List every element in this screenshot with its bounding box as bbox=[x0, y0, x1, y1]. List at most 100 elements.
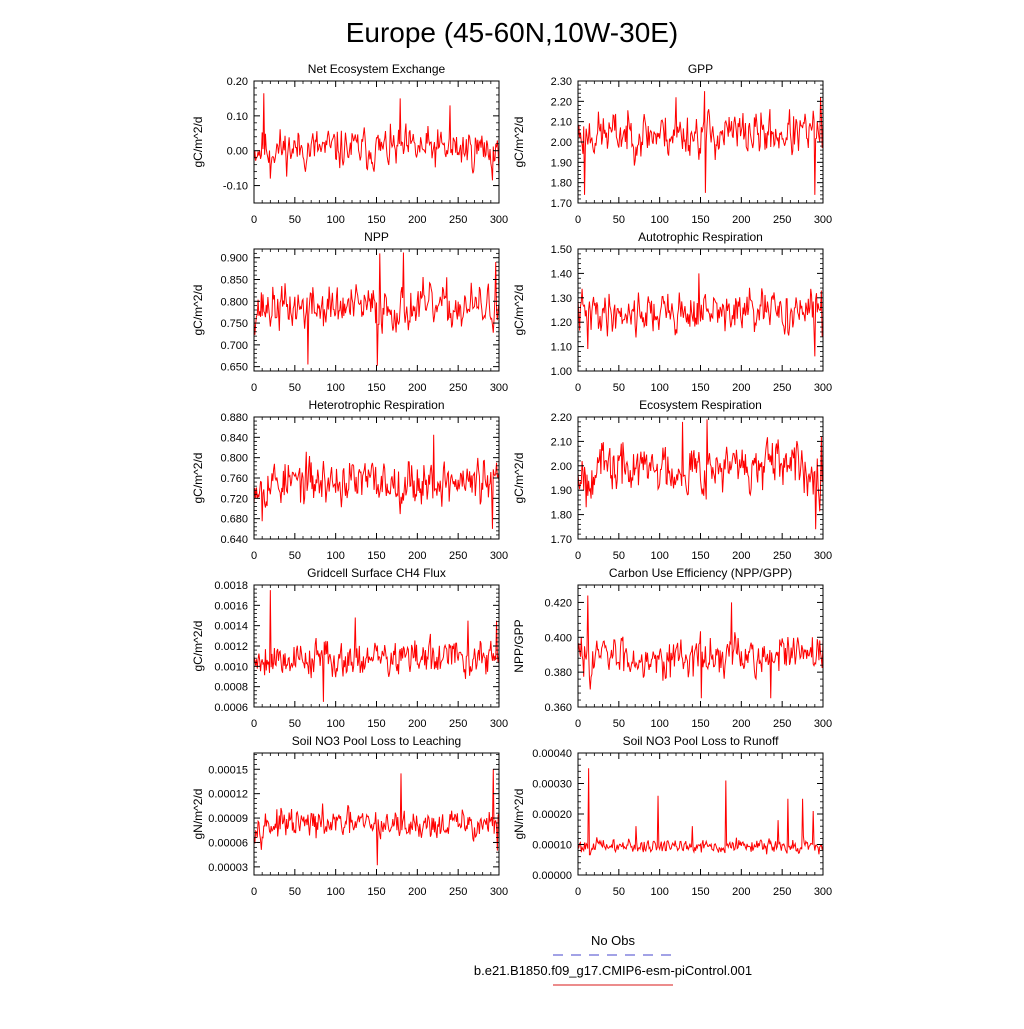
x-tick-label: 100 bbox=[326, 382, 344, 394]
x-tick-label: 100 bbox=[650, 886, 668, 898]
x-tick-label: 150 bbox=[367, 718, 385, 730]
y-tick-label: 0.0008 bbox=[214, 682, 248, 694]
y-tick-label: 0.360 bbox=[544, 702, 572, 714]
panel-title: NPP bbox=[364, 230, 389, 244]
x-tick-label: 200 bbox=[408, 550, 426, 562]
y-tick-label: 2.10 bbox=[551, 117, 572, 129]
x-tick-label: 150 bbox=[691, 550, 709, 562]
y-tick-label: 0.00015 bbox=[208, 764, 248, 776]
x-tick-label: 0 bbox=[575, 214, 581, 226]
panel-title: Ecosystem Respiration bbox=[639, 398, 762, 412]
y-axis-label: gC/m^2/d bbox=[191, 117, 205, 168]
panel-grid: Net Ecosystem ExchangegC/m^2/d-0.100.000… bbox=[191, 62, 832, 898]
x-tick-label: 150 bbox=[691, 382, 709, 394]
y-tick-label: 0.880 bbox=[220, 412, 248, 424]
y-tick-label: 0.00006 bbox=[208, 837, 248, 849]
x-tick-label: 150 bbox=[367, 550, 385, 562]
y-tick-label: 0.800 bbox=[220, 453, 248, 465]
x-tick-label: 100 bbox=[650, 550, 668, 562]
x-tick-label: 100 bbox=[326, 718, 344, 730]
x-tick-label: 100 bbox=[326, 214, 344, 226]
panel-net-ecosystem-exchange: Net Ecosystem Exchange gC/m^2/d -0.10 0.00 0… bbox=[191, 62, 508, 226]
x-tick-label: 0 bbox=[575, 718, 581, 730]
x-tick-label: 50 bbox=[289, 886, 301, 898]
x-tick-label: 150 bbox=[691, 886, 709, 898]
x-tick-label: 150 bbox=[367, 382, 385, 394]
series-line bbox=[578, 419, 823, 530]
x-tick-label: 150 bbox=[367, 214, 385, 226]
y-axis-label: gC/m^2/d bbox=[191, 621, 205, 672]
x-tick-label: 250 bbox=[773, 718, 791, 730]
x-tick-label: 0 bbox=[575, 382, 581, 394]
y-tick-label: 0.00000 bbox=[532, 870, 572, 882]
series-line bbox=[254, 590, 499, 702]
y-tick-label: 0.900 bbox=[220, 253, 248, 265]
panel-title: Autotrophic Respiration bbox=[638, 230, 763, 244]
panel-soil-no3-pool-loss-to-runoff: Soil NO3 Pool Loss to Runoff gN/m^2/d 0.00… bbox=[512, 734, 832, 898]
x-tick-label: 100 bbox=[326, 886, 344, 898]
y-tick-label: 0.00 bbox=[227, 146, 248, 158]
x-tick-label: 100 bbox=[650, 214, 668, 226]
y-axis-label: NPP/GPP bbox=[512, 619, 526, 672]
y-axis-label: gC/m^2/d bbox=[512, 117, 526, 168]
panel-title: Soil NO3 Pool Loss to Runoff bbox=[623, 734, 780, 748]
series-line bbox=[254, 769, 499, 866]
x-tick-label: 150 bbox=[367, 886, 385, 898]
figure-title: Europe (45-60N,10W-30E) bbox=[346, 17, 679, 48]
x-tick-label: 200 bbox=[408, 382, 426, 394]
x-tick-label: 0 bbox=[251, 382, 257, 394]
y-tick-label: 0.00020 bbox=[532, 809, 572, 821]
x-tick-label: 50 bbox=[613, 718, 625, 730]
x-tick-label: 150 bbox=[691, 718, 709, 730]
x-tick-label: 0 bbox=[251, 550, 257, 562]
y-tick-label: 0.0016 bbox=[214, 600, 248, 612]
series-line bbox=[578, 91, 823, 195]
x-tick-label: 0 bbox=[575, 550, 581, 562]
y-tick-label: 0.680 bbox=[220, 514, 248, 526]
x-tick-label: 300 bbox=[814, 718, 832, 730]
x-tick-label: 150 bbox=[691, 214, 709, 226]
y-axis-label: gC/m^2/d bbox=[191, 453, 205, 504]
y-tick-label: 0.840 bbox=[220, 432, 248, 444]
panel-title: Carbon Use Efficiency (NPP/GPP) bbox=[609, 566, 792, 580]
y-axis-label: gN/m^2/d bbox=[512, 789, 526, 840]
y-tick-label: 1.70 bbox=[551, 534, 572, 546]
x-tick-label: 0 bbox=[251, 214, 257, 226]
panel-title: GPP bbox=[688, 62, 713, 76]
x-tick-label: 50 bbox=[289, 718, 301, 730]
x-tick-label: 250 bbox=[773, 550, 791, 562]
x-tick-label: 250 bbox=[773, 382, 791, 394]
y-tick-label: 0.00003 bbox=[208, 862, 248, 874]
y-tick-label: 1.90 bbox=[551, 485, 572, 497]
y-tick-label: 1.00 bbox=[551, 366, 572, 378]
y-tick-label: 0.00030 bbox=[532, 779, 572, 791]
y-tick-label: 0.650 bbox=[220, 362, 248, 374]
x-tick-label: 300 bbox=[814, 214, 832, 226]
x-tick-label: 100 bbox=[650, 718, 668, 730]
y-tick-label: 1.80 bbox=[551, 510, 572, 522]
x-tick-label: 200 bbox=[732, 886, 750, 898]
y-tick-label: 0.00040 bbox=[532, 748, 572, 760]
y-tick-label: 1.70 bbox=[551, 198, 572, 210]
y-tick-label: 0.420 bbox=[544, 597, 572, 609]
x-tick-label: 0 bbox=[575, 886, 581, 898]
y-tick-label: 1.90 bbox=[551, 157, 572, 169]
panel-gpp: GPP gC/m^2/d 1.70 1.80 1.90 2.00 2.10 2.20 2.30 0… bbox=[512, 62, 832, 226]
x-tick-label: 200 bbox=[732, 382, 750, 394]
x-tick-label: 50 bbox=[289, 214, 301, 226]
legend-model-label: b.e21.B1850.f09_g17.CMIP6-esm-piControl.… bbox=[474, 963, 752, 978]
x-tick-label: 200 bbox=[732, 214, 750, 226]
y-tick-label: 0.00009 bbox=[208, 813, 248, 825]
x-tick-label: 250 bbox=[773, 214, 791, 226]
x-tick-label: 200 bbox=[408, 718, 426, 730]
y-tick-label: 0.850 bbox=[220, 275, 248, 287]
y-tick-label: 0.0014 bbox=[214, 621, 248, 633]
x-tick-label: 50 bbox=[613, 886, 625, 898]
y-tick-label: 0.720 bbox=[220, 493, 248, 505]
legend-obs-label: No Obs bbox=[591, 933, 636, 948]
y-axis-label: gC/m^2/d bbox=[191, 285, 205, 336]
plot-frame bbox=[253, 584, 500, 708]
y-tick-label: 0.00012 bbox=[208, 789, 248, 801]
